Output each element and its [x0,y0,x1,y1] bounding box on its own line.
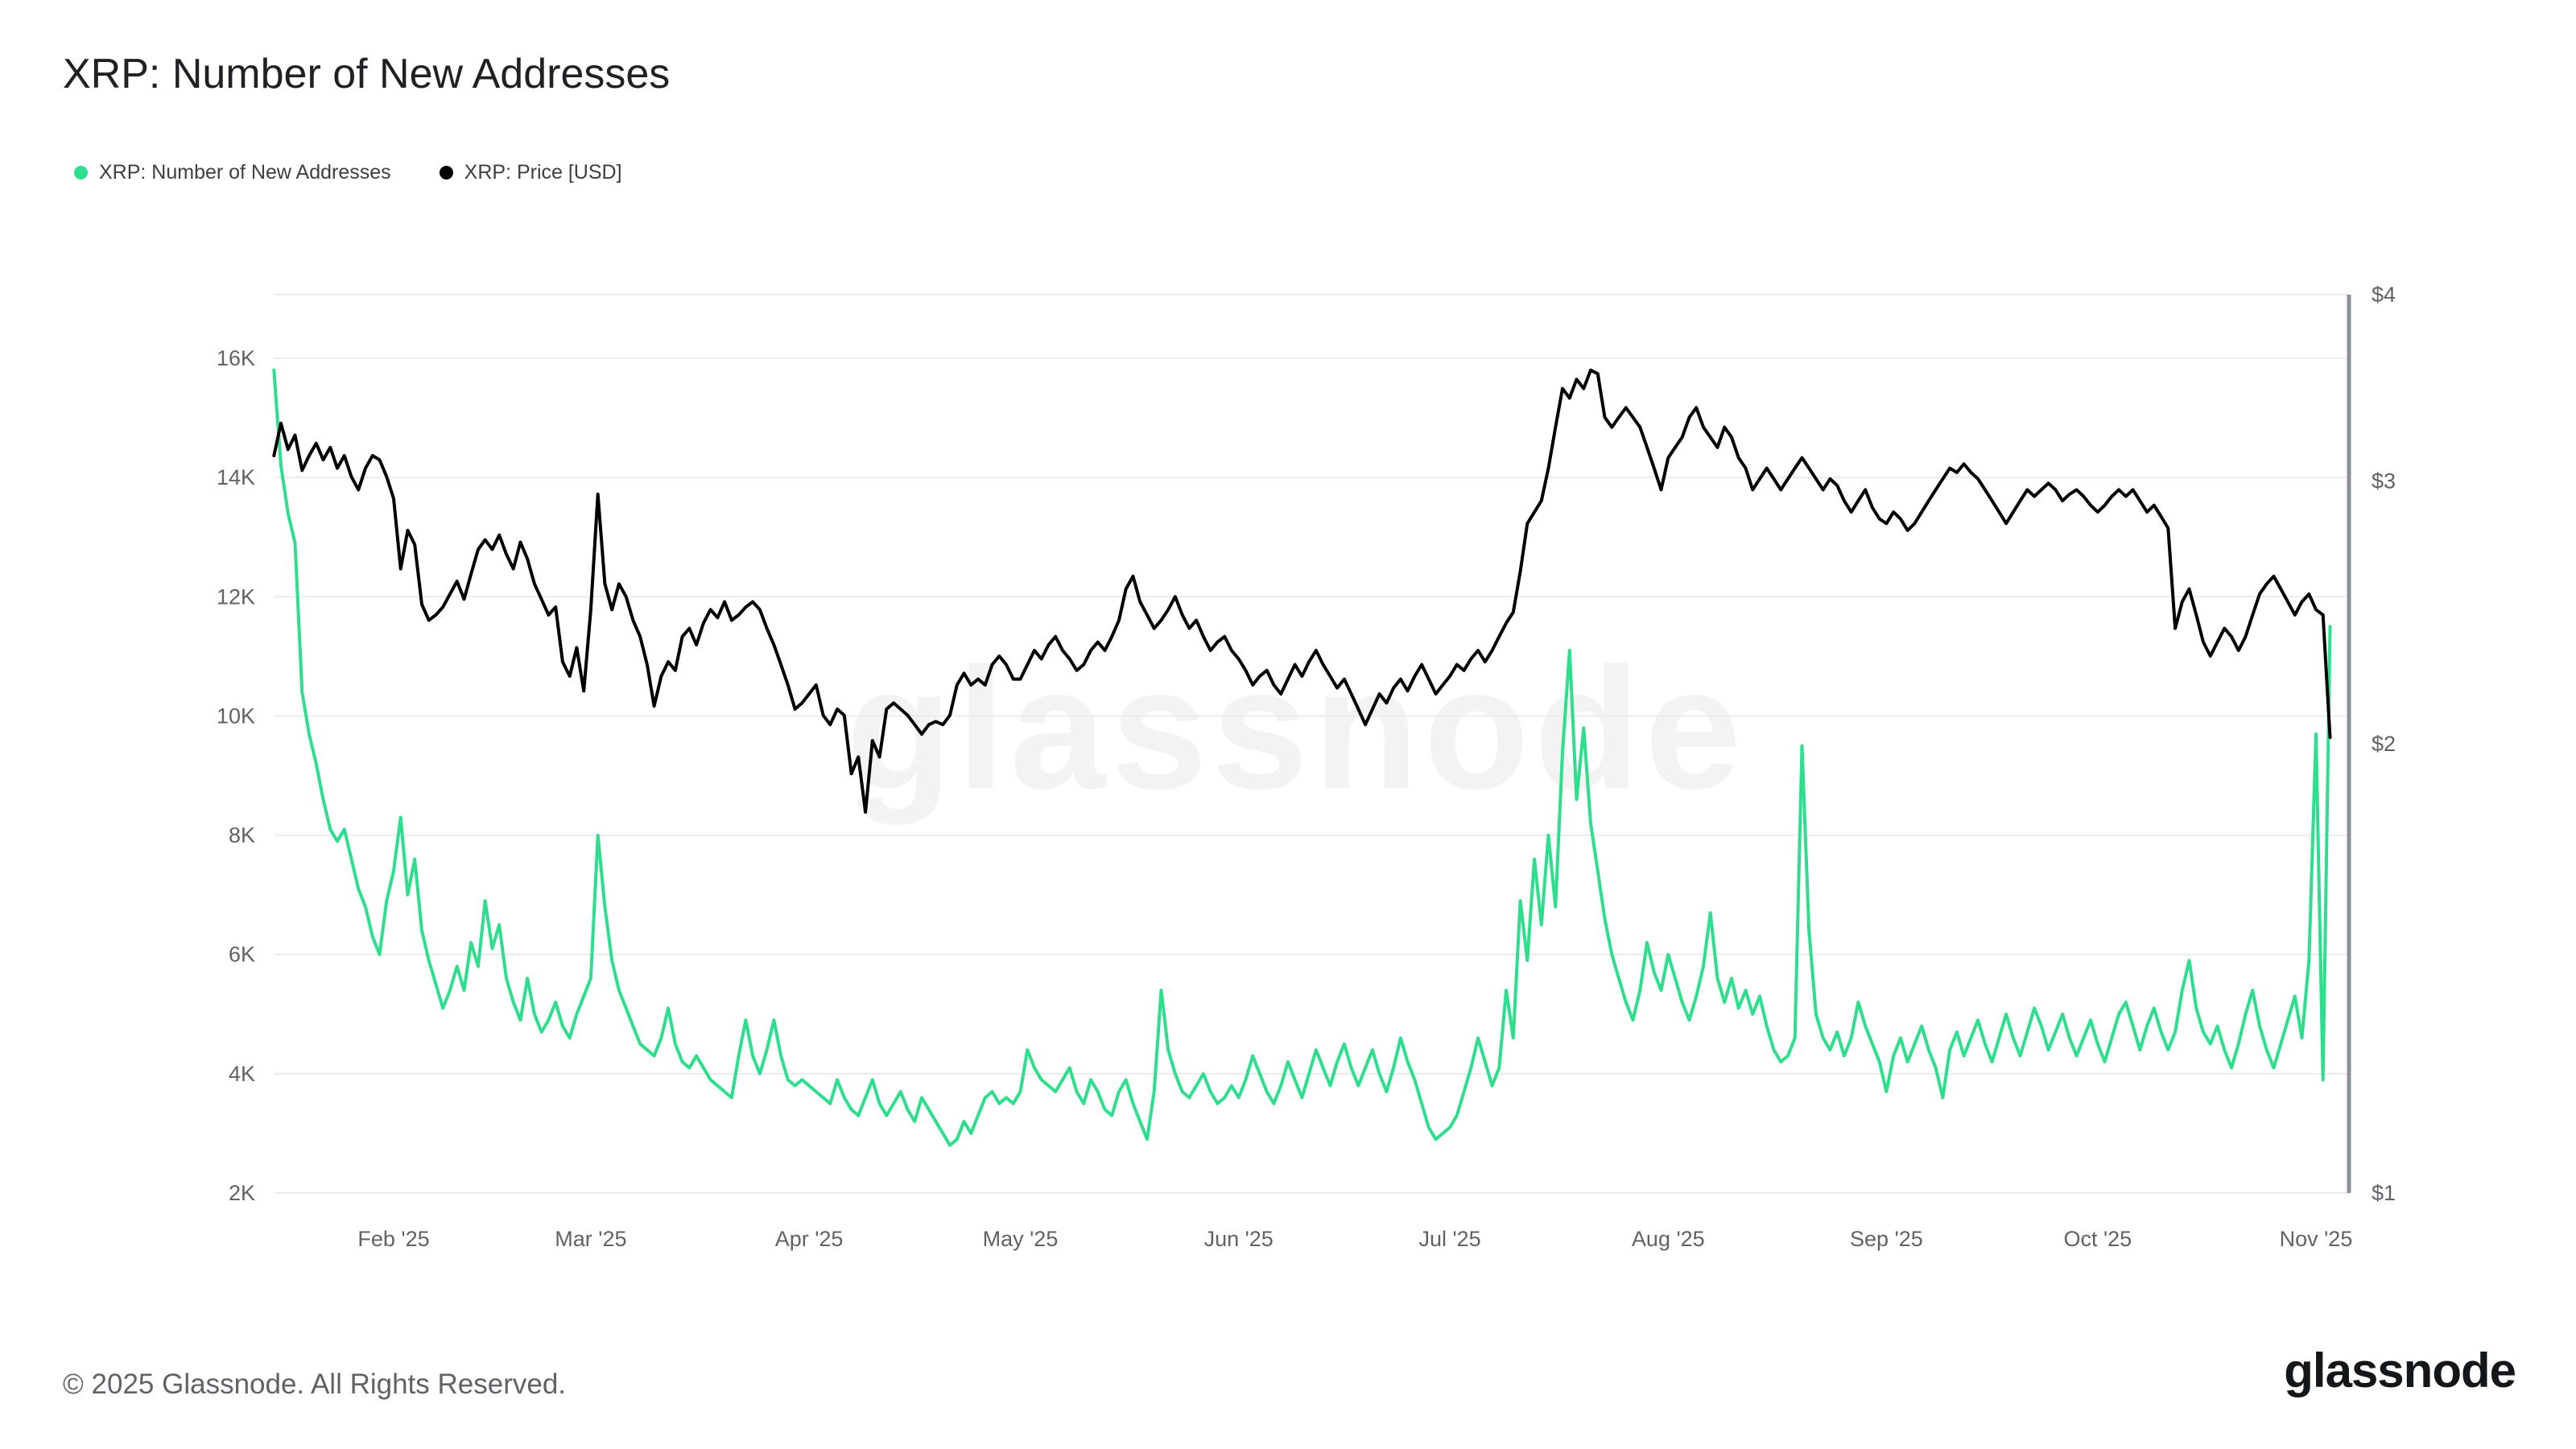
x-axis-tick-label: Nov '25 [2280,1227,2353,1251]
x-axis-tick-label: Oct '25 [2063,1227,2132,1251]
right-axis-tick-label: $4 [2372,283,2396,307]
x-axis-tick-label: Apr '25 [775,1227,844,1251]
left-axis-tick-label: 8K [229,824,255,848]
legend-dot-icon [74,166,88,180]
left-axis-tick-label: 2K [229,1181,255,1205]
page-title: XRP: Number of New Addresses [63,51,671,97]
legend-label: XRP: Price [USD] [464,161,622,184]
legend: XRP: Number of New Addresses XRP: Price [… [74,161,622,184]
x-axis-tick-label: May '25 [983,1227,1059,1251]
right-axis-tick-label: $1 [2372,1181,2396,1205]
new-addresses-line [272,368,2332,1147]
left-axis-tick-label: 12K [217,584,255,609]
right-axis-tick-label: $3 [2372,469,2396,493]
price-line [272,368,2332,814]
left-axis-tick-label: 10K [217,704,255,728]
x-axis-tick-label: Jul '25 [1418,1227,1480,1251]
legend-dot-icon [439,166,453,180]
x-axis-tick-label: Jun '25 [1204,1227,1274,1251]
legend-item-0[interactable]: XRP: Number of New Addresses [74,161,391,184]
footer-copyright: © 2025 Glassnode. All Rights Reserved. [63,1368,567,1400]
legend-label: XRP: Number of New Addresses [99,161,391,184]
glassnode-watermark: glassnode [846,631,1746,825]
legend-item-1[interactable]: XRP: Price [USD] [439,161,622,184]
x-axis-tick-label: Feb '25 [357,1227,429,1251]
right-axis-tick-label: $2 [2372,732,2396,756]
x-axis-tick-label: Mar '25 [555,1227,626,1251]
left-axis-tick-label: 16K [217,346,255,370]
chart-plot-area[interactable]: 2K 4K 6K 8K 10K 12K 14K 16K $1 $2 $3 $4 Feb '25 Mar '… [0,0,2576,1304]
left-axis-tick-label: 4K [229,1062,255,1086]
left-axis-tick-label: 6K [229,943,255,967]
x-axis-tick-label: Sep '25 [1850,1227,1923,1251]
x-axis-tick-label: Aug '25 [1632,1227,1705,1251]
left-axis-tick-label: 14K [217,465,255,489]
glassnode-logo: glassnode [2284,1344,2516,1397]
